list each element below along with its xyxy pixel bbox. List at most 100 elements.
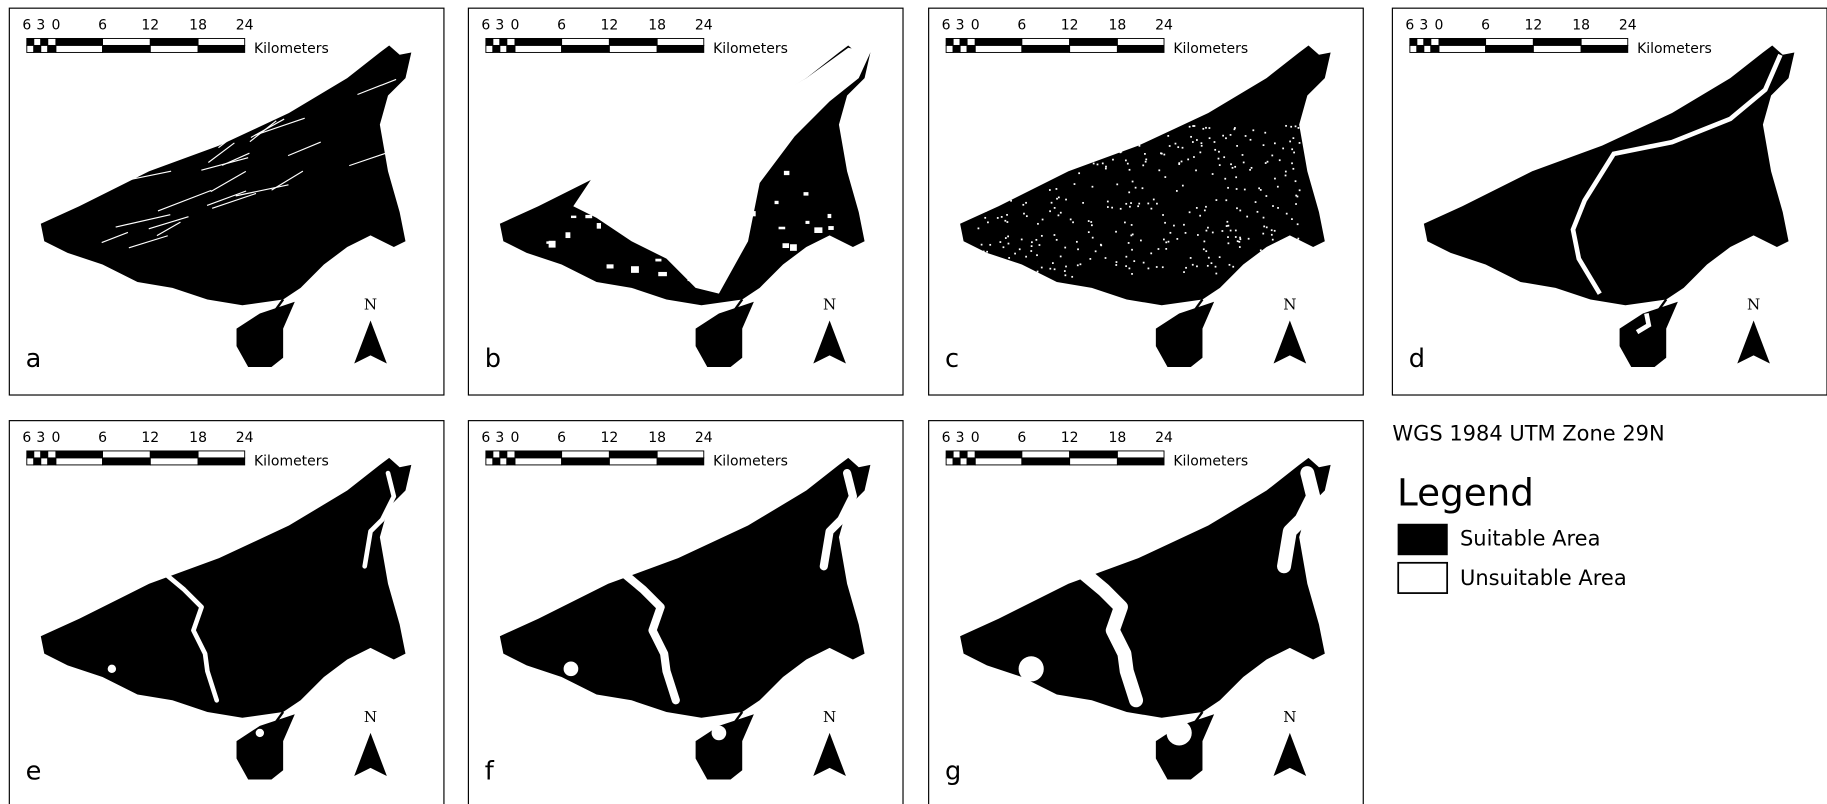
scale-seg: [1070, 451, 1118, 458]
scale-label: 6: [22, 430, 31, 446]
speck: [1080, 263, 1082, 265]
speck: [1000, 141, 1002, 143]
speck: [1227, 236, 1229, 238]
speck: [1209, 127, 1211, 129]
north-label: N: [823, 708, 836, 726]
speck: [1038, 167, 1040, 169]
spot: [108, 665, 116, 673]
speck: [1251, 167, 1253, 169]
scale-label: 12: [600, 430, 618, 446]
scale-label: 6: [1017, 430, 1026, 446]
scale-seg: [486, 45, 493, 52]
north-label: N: [1283, 295, 1296, 313]
speck: [1264, 132, 1266, 134]
scale-seg: [946, 45, 953, 52]
speck: [1167, 135, 1169, 137]
scale-seg: [34, 451, 41, 458]
scale-seg: [507, 45, 515, 52]
speck: [1163, 239, 1165, 241]
scale-seg: [507, 458, 515, 465]
speck: [1227, 187, 1229, 189]
speck: [1292, 168, 1294, 170]
scale-seg: [609, 45, 657, 52]
scale-seg: [960, 458, 967, 465]
legend-swatch-suitable: [1398, 524, 1447, 554]
scale-seg: [1533, 38, 1581, 45]
scale-label: 18: [1572, 18, 1590, 34]
speck: [1187, 159, 1189, 161]
speck: [1211, 262, 1213, 264]
speck: [803, 269, 809, 276]
speck: [997, 144, 999, 146]
scale-seg: [41, 451, 48, 458]
speck: [1161, 153, 1163, 155]
speck: [1212, 173, 1214, 175]
scale-label: 6: [481, 18, 490, 34]
scale-seg: [975, 45, 1022, 52]
speck: [1190, 257, 1192, 259]
speck: [1023, 175, 1025, 177]
speck: [1052, 262, 1054, 264]
speck: [1196, 207, 1198, 209]
speck: [994, 155, 996, 157]
scale-seg: [103, 451, 151, 458]
scale-seg: [56, 38, 103, 45]
speck: [1205, 206, 1207, 208]
scale-seg: [1022, 38, 1070, 45]
speck: [1116, 135, 1118, 137]
speck: [1235, 176, 1237, 178]
speck: [658, 219, 667, 222]
speck: [727, 212, 736, 217]
speck: [1290, 126, 1292, 128]
speck: [1105, 257, 1107, 259]
speck: [1031, 245, 1033, 247]
speck: [1143, 262, 1145, 264]
speck: [1219, 164, 1221, 166]
scale-seg: [1581, 45, 1628, 52]
speck: [1018, 174, 1020, 176]
speck: [1070, 219, 1072, 221]
spot: [1167, 720, 1192, 745]
scale-seg: [1410, 45, 1417, 52]
speck: [978, 154, 980, 156]
speck: [1218, 158, 1220, 160]
speck: [1099, 138, 1101, 140]
scale-seg: [1417, 38, 1424, 45]
speck: [1008, 243, 1010, 245]
scale-seg: [1070, 458, 1118, 465]
speck: [1250, 139, 1252, 141]
speck: [1164, 222, 1166, 224]
scale-label: 3: [495, 430, 504, 446]
scale-seg: [1439, 38, 1486, 45]
speck: [1036, 254, 1038, 256]
speck: [1218, 151, 1220, 153]
scale-label: 18: [648, 430, 666, 446]
speck: [1240, 238, 1242, 240]
speck: [978, 228, 980, 230]
speck: [1295, 203, 1297, 205]
speck: [1299, 189, 1301, 191]
speck: [1125, 265, 1127, 267]
speck: [980, 128, 982, 130]
scale-unit: Kilometers: [713, 453, 788, 469]
scale-seg: [41, 458, 48, 465]
speck: [1173, 225, 1175, 227]
speck: [1105, 166, 1107, 168]
speck: [1023, 213, 1025, 215]
speck: [1263, 217, 1265, 219]
scale-seg: [960, 451, 967, 458]
speck: [1150, 252, 1152, 254]
speck: [828, 214, 832, 218]
speck: [1060, 212, 1062, 214]
scale-label: 6: [942, 430, 951, 446]
speck: [1100, 244, 1102, 246]
speck: [1274, 142, 1276, 144]
scale-seg: [1022, 45, 1070, 52]
speck: [510, 188, 517, 191]
speck: [1093, 163, 1095, 165]
scale-unit: Kilometers: [713, 41, 788, 57]
speck: [1164, 176, 1166, 178]
speck: [1039, 175, 1041, 177]
speck: [1265, 162, 1267, 164]
